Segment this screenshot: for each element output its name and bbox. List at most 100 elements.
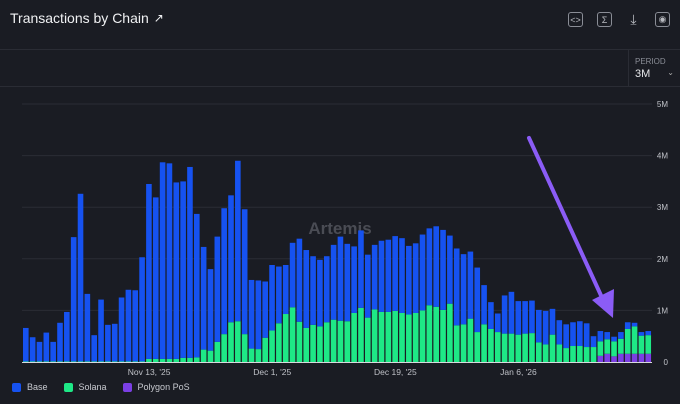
bar-base[interactable] bbox=[166, 163, 173, 359]
bar-solana[interactable] bbox=[29, 361, 36, 362]
bar-solana[interactable] bbox=[139, 361, 145, 362]
bar-base[interactable] bbox=[399, 238, 405, 313]
bar-base[interactable] bbox=[358, 230, 364, 308]
bar-base[interactable] bbox=[419, 234, 426, 311]
bar-solana[interactable] bbox=[392, 310, 398, 362]
bar-solana[interactable] bbox=[173, 358, 180, 362]
bar-solana[interactable] bbox=[481, 324, 487, 362]
bar-base[interactable] bbox=[365, 254, 371, 318]
bar-base[interactable] bbox=[385, 239, 392, 312]
bar-solana[interactable] bbox=[351, 312, 357, 362]
bar-solana[interactable] bbox=[118, 361, 125, 362]
bar-base[interactable] bbox=[98, 299, 104, 362]
bar-solana[interactable] bbox=[604, 339, 610, 354]
bar-solana[interactable] bbox=[276, 323, 282, 362]
bar-base[interactable] bbox=[638, 332, 645, 336]
bar-base[interactable] bbox=[43, 332, 50, 362]
bar-solana[interactable] bbox=[221, 334, 227, 362]
bar-solana[interactable] bbox=[515, 334, 522, 362]
bar-base[interactable] bbox=[139, 257, 145, 362]
bar-solana[interactable] bbox=[214, 341, 221, 362]
bar-solana[interactable] bbox=[631, 326, 638, 354]
bar-base[interactable] bbox=[152, 197, 159, 359]
bar-solana[interactable] bbox=[303, 327, 310, 362]
bar-base[interactable] bbox=[146, 183, 152, 359]
bar-base[interactable] bbox=[563, 324, 569, 349]
bar-solana[interactable] bbox=[508, 333, 515, 362]
bar-base[interactable] bbox=[303, 250, 310, 328]
bar-solana[interactable] bbox=[563, 348, 569, 362]
bar-base[interactable] bbox=[64, 311, 70, 362]
bar-solana[interactable] bbox=[262, 337, 268, 362]
bar-base[interactable] bbox=[241, 209, 248, 335]
bar-solana[interactable] bbox=[467, 318, 474, 362]
bar-solana[interactable] bbox=[70, 361, 77, 362]
bar-solana[interactable] bbox=[282, 314, 289, 362]
bar-base[interactable] bbox=[276, 266, 282, 324]
bar-base[interactable] bbox=[132, 290, 139, 362]
bar-base[interactable] bbox=[577, 321, 583, 347]
bar-solana[interactable] bbox=[638, 335, 645, 354]
bar-polygon-pos[interactable] bbox=[611, 356, 617, 362]
bar-solana[interactable] bbox=[317, 326, 323, 362]
bar-base[interactable] bbox=[310, 256, 316, 325]
download-icon[interactable]: ⤓ bbox=[630, 11, 637, 27]
bar-solana[interactable] bbox=[132, 361, 139, 362]
bar-solana[interactable] bbox=[577, 346, 583, 362]
bar-solana[interactable] bbox=[248, 348, 255, 362]
bar-solana[interactable] bbox=[310, 324, 316, 362]
bar-base[interactable] bbox=[378, 240, 385, 312]
bar-base[interactable] bbox=[447, 235, 453, 304]
bar-solana[interactable] bbox=[529, 333, 535, 362]
sigma-icon[interactable]: Σ bbox=[597, 12, 612, 27]
bar-base[interactable] bbox=[590, 336, 597, 348]
bar-solana[interactable] bbox=[194, 357, 200, 362]
bar-solana[interactable] bbox=[98, 361, 104, 362]
bar-base[interactable] bbox=[583, 323, 590, 348]
bar-solana[interactable] bbox=[344, 321, 351, 362]
bar-base[interactable] bbox=[36, 341, 43, 362]
legend-item-base[interactable]: Base bbox=[12, 382, 48, 392]
bar-base[interactable] bbox=[494, 313, 501, 333]
bar-solana[interactable] bbox=[330, 319, 337, 362]
bar-solana[interactable] bbox=[289, 307, 296, 362]
bar-base[interactable] bbox=[631, 322, 638, 327]
bar-base[interactable] bbox=[474, 267, 481, 333]
bar-base[interactable] bbox=[248, 279, 255, 349]
bar-solana[interactable] bbox=[399, 312, 405, 362]
bar-polygon-pos[interactable] bbox=[604, 353, 610, 362]
bar-solana[interactable] bbox=[406, 314, 412, 362]
bar-solana[interactable] bbox=[618, 338, 624, 354]
bar-base[interactable] bbox=[125, 289, 132, 362]
bar-solana[interactable] bbox=[337, 320, 344, 362]
bar-polygon-pos[interactable] bbox=[597, 355, 604, 362]
bar-solana[interactable] bbox=[447, 303, 453, 362]
bar-solana[interactable] bbox=[207, 350, 214, 362]
bar-base[interactable] bbox=[529, 300, 535, 334]
bar-solana[interactable] bbox=[91, 361, 97, 362]
bar-base[interactable] bbox=[549, 308, 556, 335]
bar-polygon-pos[interactable] bbox=[624, 353, 631, 362]
bar-base[interactable] bbox=[159, 162, 166, 359]
bar-base[interactable] bbox=[296, 238, 303, 322]
legend-item-solana[interactable]: Solana bbox=[63, 382, 107, 392]
bar-base[interactable] bbox=[57, 322, 63, 362]
bar-solana[interactable] bbox=[50, 361, 56, 362]
bar-base[interactable] bbox=[255, 280, 262, 350]
bar-base[interactable] bbox=[84, 293, 91, 362]
bar-base[interactable] bbox=[194, 213, 200, 358]
bar-base[interactable] bbox=[460, 254, 467, 325]
bar-solana[interactable] bbox=[57, 361, 63, 362]
bar-solana[interactable] bbox=[105, 361, 111, 362]
bar-solana[interactable] bbox=[536, 342, 542, 362]
bar-polygon-pos[interactable] bbox=[645, 353, 652, 362]
bar-base[interactable] bbox=[50, 341, 56, 362]
bar-solana[interactable] bbox=[556, 344, 563, 362]
bar-polygon-pos[interactable] bbox=[618, 353, 624, 362]
bar-solana[interactable] bbox=[365, 317, 371, 362]
bar-base[interactable] bbox=[522, 301, 528, 334]
period-select[interactable]: PERIOD 3M ⌄ bbox=[628, 50, 680, 86]
bar-base[interactable] bbox=[508, 291, 515, 334]
bar-base[interactable] bbox=[645, 331, 652, 336]
bar-solana[interactable] bbox=[200, 349, 207, 362]
